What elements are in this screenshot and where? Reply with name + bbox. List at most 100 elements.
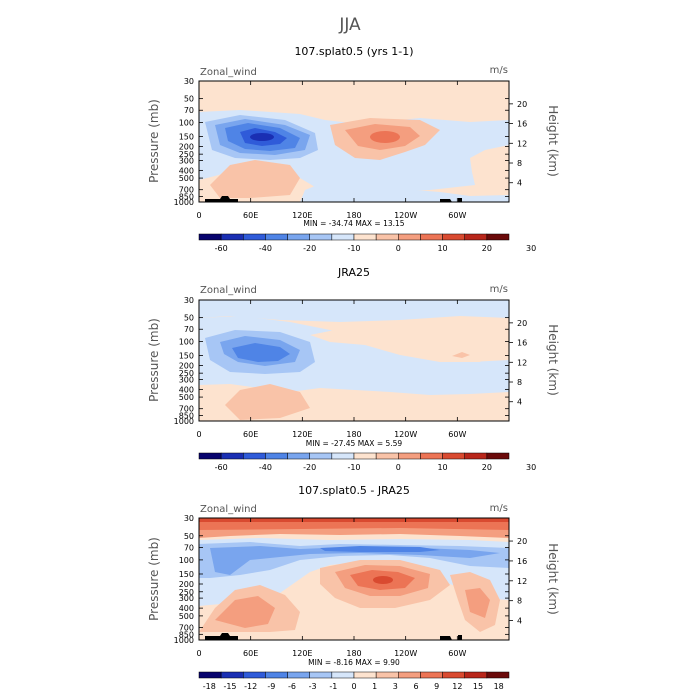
- pressure-tick-label: 150: [179, 352, 194, 361]
- panel-3-east-red-tongue-2: [465, 588, 490, 618]
- panel-2-title: JRA25: [337, 266, 370, 279]
- colorbar-swatch: [198, 233, 222, 241]
- colorbar-swatch: [331, 452, 355, 460]
- colorbar-swatch: [331, 233, 355, 241]
- pressure-tick-label: 100: [179, 119, 194, 128]
- colorbar-label: 6: [413, 682, 418, 691]
- lon-tick-label: 120E: [292, 430, 312, 439]
- colorbar-label: 12: [452, 682, 462, 691]
- panel-1-stats: MIN = -34.74 MAX = 13.15: [303, 219, 404, 228]
- colorbar-label: -60: [215, 463, 228, 472]
- pressure-tick-label: 1000: [174, 417, 194, 426]
- figure-suptitle: JJA: [338, 15, 361, 35]
- colorbar-swatch: [265, 671, 288, 679]
- colorbar-label: -60: [215, 244, 228, 253]
- lon-tick-label: 60W: [448, 211, 466, 220]
- panel-1-lon-axis: 0 60E 120E 180 120W 60W: [196, 81, 466, 220]
- colorbar-swatch: [309, 233, 333, 241]
- pressure-tick-label: 50: [184, 532, 194, 541]
- height-tick-label: 16: [517, 339, 527, 348]
- pressure-tick-label: 300: [179, 594, 194, 603]
- pressure-tick-label: 400: [179, 385, 194, 394]
- colorbar-swatch: [420, 452, 443, 460]
- colorbar-label: 1: [372, 682, 377, 691]
- panel-2-colorbar: -60 -40 -20 -10 0 10 20 30: [198, 452, 536, 472]
- panel-1-low-west-tongue: [210, 160, 300, 198]
- panel-2-top-blue-strip: [199, 300, 509, 322]
- colorbar-swatch: [220, 452, 244, 460]
- colorbar-swatch: [464, 452, 488, 460]
- height-tick-label: 8: [517, 597, 522, 606]
- panel-2-units: m/s: [490, 284, 508, 295]
- lon-tick-label: 0: [196, 211, 201, 220]
- colorbar-swatch: [220, 233, 244, 241]
- pressure-tick-label: 250: [179, 150, 194, 159]
- pressure-tick-label: 850: [179, 630, 194, 639]
- colorbar-label: -10: [347, 244, 360, 253]
- pressure-tick-label: 500: [179, 612, 194, 621]
- colorbar-label: 18: [494, 682, 504, 691]
- lon-tick-label: 120E: [292, 649, 312, 658]
- lon-tick-label: 60W: [448, 649, 466, 658]
- colorbar-swatch: [220, 671, 244, 679]
- panel-3-lower-west-red-2: [215, 596, 275, 628]
- colorbar-swatch: [442, 233, 465, 241]
- panel-3-colorbar: -18 -15 -12 -9 -6 -3 -1 0 1 3 6 9 12 15 18: [198, 671, 510, 691]
- colorbar-label: -6: [288, 682, 296, 691]
- colorbar-label: 3: [393, 682, 398, 691]
- height-tick-label: 20: [517, 319, 527, 328]
- pressure-tick-label: 1000: [174, 636, 194, 645]
- panel-3-height-axis: 20 16 12 8 4: [509, 537, 527, 626]
- colorbar-label: 30: [526, 244, 536, 253]
- colorbar-swatch: [309, 671, 333, 679]
- colorbar-label: -1: [329, 682, 337, 691]
- panel-3-red-core: [373, 576, 393, 584]
- colorbar-label: 10: [437, 463, 447, 472]
- height-tick-label: 20: [517, 100, 527, 109]
- colorbar-swatch: [287, 452, 310, 460]
- colorbar-swatch: [486, 233, 510, 241]
- panel-1-height-axis: 20 16 12 8 4: [509, 100, 527, 188]
- colorbar-swatch: [486, 452, 510, 460]
- colorbar-label: -20: [303, 244, 316, 253]
- colorbar-swatch: [486, 671, 510, 679]
- pressure-tick-label: 500: [179, 174, 194, 183]
- panel-3-stats: MIN = -8.16 MAX = 9.90: [308, 658, 400, 667]
- pressure-tick-label: 50: [184, 95, 194, 104]
- lon-tick-label: 0: [196, 430, 201, 439]
- lon-tick-label: 60W: [448, 430, 466, 439]
- colorbar-label: -18: [203, 682, 216, 691]
- lon-tick-label: 60E: [243, 211, 258, 220]
- colorbar-swatch: [398, 671, 421, 679]
- panel-1-light-blue-lower: [300, 180, 509, 202]
- panel-2-low-west-tongue: [225, 384, 310, 420]
- pressure-tick-label: 100: [179, 338, 194, 347]
- pressure-tick-label: 700: [179, 624, 194, 633]
- lon-tick-label: 60E: [243, 430, 258, 439]
- pressure-tick-label: 50: [184, 314, 194, 323]
- panel-2: JRA25 Zonal_wind m/s 3050701001502002503…: [147, 266, 560, 472]
- colorbar-label: 0: [396, 463, 401, 472]
- height-tick-label: 4: [517, 398, 522, 407]
- panel-1-units: m/s: [490, 65, 508, 76]
- colorbar-label: 20: [482, 244, 492, 253]
- colorbar-swatch: [375, 452, 399, 460]
- panel-2-plot-area: [199, 300, 509, 421]
- panel-1-colorbar: -60 -40 -20 -10 0 10 20 30: [198, 233, 536, 253]
- panel-1-west-core: [370, 131, 400, 143]
- colorbar-label: -9: [267, 682, 275, 691]
- pressure-tick-label: 70: [184, 106, 194, 115]
- panel-2-ylabel: Pressure (mb): [147, 318, 161, 402]
- pressure-tick-label: 30: [184, 77, 194, 86]
- colorbar-swatch: [420, 233, 443, 241]
- colorbar-swatch: [331, 671, 355, 679]
- lon-tick-label: 180: [346, 211, 361, 220]
- height-tick-label: 16: [517, 557, 527, 566]
- pressure-tick-label: 30: [184, 514, 194, 523]
- colorbar-label: -20: [303, 463, 316, 472]
- colorbar-label: -10: [347, 463, 360, 472]
- panel-2-pale-orange-patch: [310, 322, 500, 362]
